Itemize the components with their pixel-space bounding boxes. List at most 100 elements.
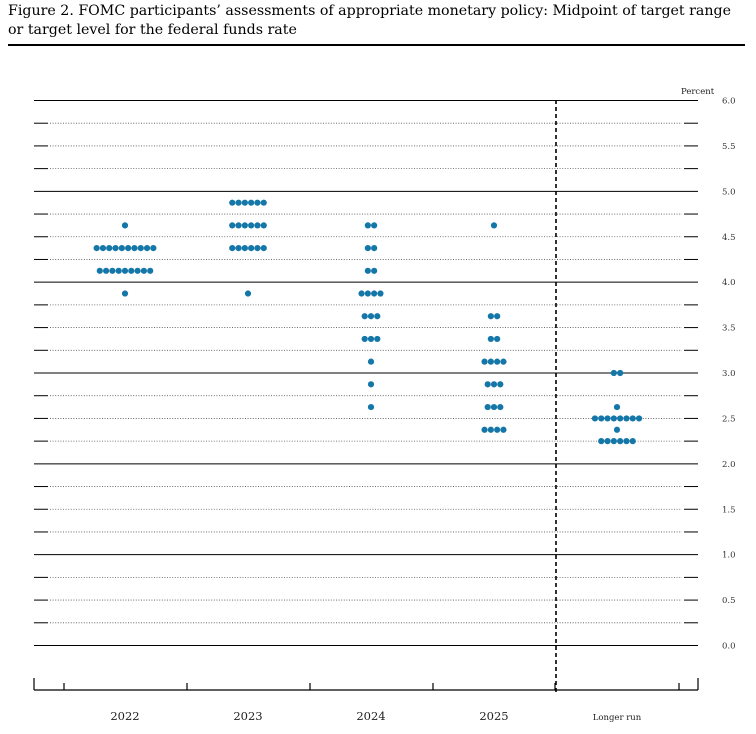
participant-dot xyxy=(241,199,248,206)
participant-dot xyxy=(610,415,617,422)
participant-dot xyxy=(371,290,378,297)
x-category-label: Longer run xyxy=(593,713,642,723)
participant-dot xyxy=(367,381,375,388)
gridlines xyxy=(34,100,698,646)
participant-dot xyxy=(635,415,643,422)
x-category-label: 2024 xyxy=(356,709,385,723)
x-axis-category-labels: 2022 2023 2024 2025 Longer run xyxy=(110,709,641,723)
participant-dot xyxy=(481,426,488,433)
participant-dot xyxy=(500,358,507,365)
y-tick-label: 1.0 xyxy=(722,551,736,561)
participant-dot xyxy=(617,369,624,377)
participant-dot xyxy=(106,245,113,252)
participant-dot xyxy=(143,245,151,252)
participant-dot xyxy=(93,245,100,252)
participant-dot xyxy=(487,335,494,343)
participant-dot xyxy=(103,267,110,274)
participant-dot xyxy=(229,222,236,229)
participant-dot xyxy=(613,426,621,433)
participant-dot xyxy=(121,222,129,229)
participant-dot xyxy=(229,245,236,252)
participant-dot xyxy=(490,403,498,411)
participant-dot xyxy=(623,415,630,422)
participant-dot xyxy=(235,245,242,252)
participant-dot xyxy=(254,245,261,252)
participant-dot xyxy=(121,267,129,274)
participant-dot xyxy=(260,199,267,206)
participant-dot xyxy=(367,335,375,343)
participant-dot xyxy=(248,245,255,252)
y-tick-label: 4.0 xyxy=(722,278,736,288)
participant-dot xyxy=(260,245,267,252)
chart-title: Figure 2. FOMC participants’ assessments… xyxy=(8,3,731,38)
participant-dot xyxy=(481,358,488,365)
participant-dot xyxy=(494,313,501,320)
participant-dot xyxy=(361,335,368,343)
participant-dot xyxy=(623,438,630,445)
participant-dot xyxy=(598,415,605,422)
participant-dot xyxy=(497,403,504,411)
participant-dot xyxy=(140,267,147,274)
y-axis-tick-labels: 0.0 0.5 1.0 1.5 2.0 2.5 3.0 3.5 4.0 4.5 5.0 5.5 6.0 xyxy=(722,97,736,652)
x-category-label: 2023 xyxy=(233,709,262,723)
y-axis-label: Percent xyxy=(681,87,715,97)
participant-dot xyxy=(494,426,501,433)
participant-dot xyxy=(500,426,507,433)
participant-dot xyxy=(591,415,599,422)
participant-dot xyxy=(367,313,375,320)
participant-dot xyxy=(610,438,617,445)
participant-dot xyxy=(121,290,129,297)
participant-dot xyxy=(112,245,119,252)
title-rule xyxy=(8,44,745,46)
participant-dot xyxy=(361,313,368,320)
participant-dot xyxy=(235,222,242,229)
y-tick-label: 4.5 xyxy=(722,233,736,243)
participant-dot xyxy=(487,313,494,320)
x-category-label: 2022 xyxy=(110,709,139,723)
participant-dot xyxy=(137,245,144,252)
participant-dot xyxy=(248,199,255,206)
y-tick-label: 3.0 xyxy=(722,369,736,379)
y-tick-label: 3.5 xyxy=(722,324,736,334)
participant-dot xyxy=(244,290,252,297)
y-tick-label: 0.0 xyxy=(722,642,736,652)
participant-dot xyxy=(374,335,381,343)
participant-dot xyxy=(617,415,624,422)
participant-dot xyxy=(487,358,494,365)
participant-dot xyxy=(254,222,261,229)
participant-dot xyxy=(613,403,621,411)
participant-dot xyxy=(604,438,611,445)
participant-dot xyxy=(125,245,132,252)
participant-dot xyxy=(248,222,255,229)
participant-dot xyxy=(490,381,498,388)
participant-dot xyxy=(358,290,365,297)
participant-dot xyxy=(494,335,501,343)
participant-dot xyxy=(128,267,135,274)
participant-dot xyxy=(99,245,107,252)
x-category-label: 2025 xyxy=(479,709,508,723)
y-tick-label: 5.0 xyxy=(722,187,736,197)
x-axis xyxy=(33,678,699,691)
participant-dot xyxy=(497,381,504,388)
participant-dot xyxy=(254,199,261,206)
participant-dot xyxy=(490,222,498,229)
participant-dot xyxy=(371,245,378,252)
y-tick-label: 5.5 xyxy=(722,142,736,152)
participant-dot xyxy=(260,222,267,229)
participant-dot xyxy=(115,267,122,274)
participant-dot xyxy=(150,245,157,252)
participant-dot xyxy=(364,245,371,252)
participant-dot xyxy=(134,267,141,274)
dots-layer xyxy=(93,199,643,445)
participant-dot xyxy=(241,245,248,252)
participant-dot xyxy=(118,245,125,252)
participant-dot xyxy=(96,267,103,274)
participant-dot xyxy=(371,267,378,274)
participant-dot xyxy=(377,290,384,297)
participant-dot xyxy=(487,426,494,433)
y-tick-label: 1.5 xyxy=(722,505,736,515)
participant-dot xyxy=(617,438,624,445)
participant-dot xyxy=(364,222,371,229)
participant-dot xyxy=(604,415,611,422)
